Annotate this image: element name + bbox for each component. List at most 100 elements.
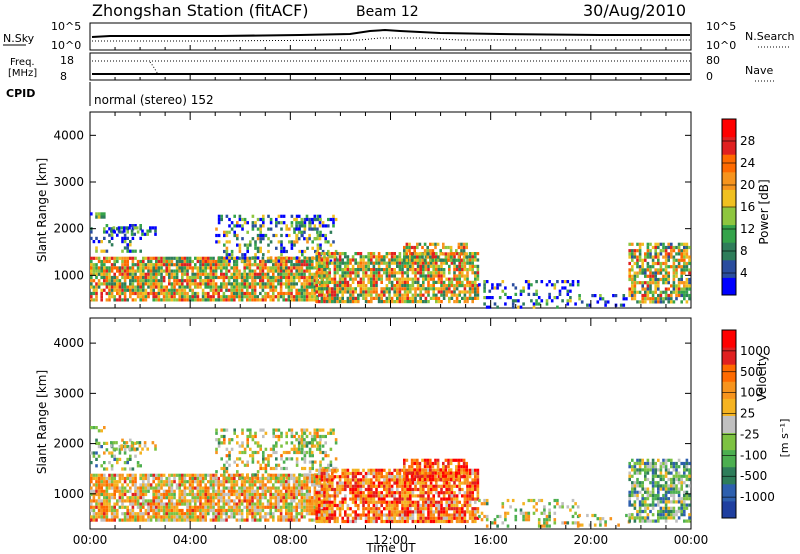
scatter-cell: [318, 468, 321, 472]
scatter-cell: [264, 295, 267, 299]
scatter-cell: [266, 486, 270, 490]
scatter-cell: [670, 290, 673, 294]
scatter-cell: [396, 280, 399, 284]
scatter-cell: [236, 224, 239, 228]
scatter-cell: [217, 288, 220, 292]
scatter-cell: [173, 282, 176, 286]
scatter-cell: [667, 274, 670, 278]
scatter-cell: [334, 438, 338, 442]
scatter-cell: [414, 484, 417, 488]
scatter-cell: [372, 261, 376, 265]
scatter-cell: [139, 505, 142, 509]
scatter-cell: [251, 454, 255, 458]
scatter-cell: [138, 444, 142, 448]
scatter-cell: [455, 264, 459, 268]
scatter-cell: [272, 434, 275, 439]
scatter-cell: [406, 516, 409, 520]
scatter-cell: [141, 447, 144, 451]
scatter-cell: [332, 217, 335, 222]
scatter-cell: [683, 293, 686, 298]
scatter-cell: [129, 438, 132, 442]
scatter-cell: [359, 252, 363, 256]
scatter-cell: [178, 473, 181, 477]
scatter-cell: [323, 519, 326, 524]
scatter-cell: [320, 258, 324, 262]
scatter-cell: [181, 483, 184, 487]
scatter-cell: [641, 258, 644, 262]
scatter-cell: [370, 494, 373, 498]
scatter-cell: [280, 431, 283, 435]
scatter-cell: [116, 285, 119, 289]
scatter-cell: [209, 295, 213, 299]
scatter-cell: [435, 287, 438, 291]
scatter-cell: [320, 274, 324, 278]
scatter-cell: [683, 268, 686, 272]
scatter-cell: [385, 268, 389, 272]
scatter-cell: [664, 261, 668, 266]
scatter-cell: [113, 259, 116, 264]
scatter-cell: [651, 281, 655, 285]
scatter-cell: [401, 507, 404, 511]
scatter-cell: [311, 282, 314, 286]
scatter-cell: [235, 266, 239, 270]
scatter-cell: [354, 519, 357, 524]
scatter-cell: [359, 255, 363, 259]
scatter-cell: [233, 233, 236, 238]
scatter-cell: [162, 288, 166, 292]
scatter-cell: [403, 503, 407, 508]
scatter-cell: [393, 491, 396, 495]
scatter-cell: [146, 232, 149, 236]
scatter-cell: [313, 502, 317, 506]
scatter-cell: [116, 275, 119, 280]
scatter-cell: [403, 261, 407, 265]
scatter-cell: [223, 470, 226, 474]
scatter-cell: [238, 473, 241, 477]
scatter-cell: [375, 475, 378, 479]
scatter-cell: [313, 486, 317, 490]
scatter-cell: [375, 287, 378, 291]
scatter-cell: [222, 298, 226, 302]
scatter-cell: [308, 499, 311, 503]
scatter-cell: [165, 489, 168, 493]
scatter-cell: [396, 507, 399, 511]
scatter-cell: [251, 279, 254, 283]
scatter-cell: [683, 287, 686, 291]
scatter-cell: [100, 215, 103, 219]
scatter-cell: [461, 274, 464, 278]
scatter-cell: [646, 274, 650, 278]
scatter-cell: [414, 296, 417, 300]
scatter-cell: [476, 287, 480, 291]
scatter-cell: [233, 492, 236, 497]
scatter-cell: [123, 282, 127, 286]
scatter-cell: [426, 249, 429, 253]
scatter-cell: [249, 434, 252, 439]
scatter-cell: [295, 457, 299, 461]
scatter-cell: [416, 284, 420, 288]
scatter-cell: [181, 476, 184, 481]
scatter-cell: [332, 221, 335, 225]
scatter-cell: [346, 513, 350, 517]
scatter-cell: [188, 263, 192, 267]
scatter-cell: [308, 518, 311, 522]
scatter-cell: [688, 258, 691, 262]
scatter-cell: [432, 293, 435, 297]
scatter-cell: [364, 300, 368, 304]
scatter-cell: [155, 285, 158, 289]
scatter-cell: [380, 258, 383, 262]
scatter-cell: [424, 255, 428, 259]
scatter-cell: [233, 483, 236, 487]
scatter-cell: [199, 282, 202, 286]
scatter-cell: [136, 492, 140, 497]
scatter-cell: [173, 489, 176, 493]
scatter-cell: [175, 512, 179, 516]
scatter-cell: [448, 280, 451, 284]
scatter-cell: [383, 268, 386, 272]
scatter-cell: [667, 293, 670, 298]
scatter-cell: [578, 297, 581, 301]
scatter-cell: [136, 285, 140, 289]
scatter-cell: [385, 513, 389, 517]
scatter-cell: [142, 496, 145, 500]
scatter-cell: [359, 513, 363, 517]
scatter-cell: [599, 297, 602, 301]
